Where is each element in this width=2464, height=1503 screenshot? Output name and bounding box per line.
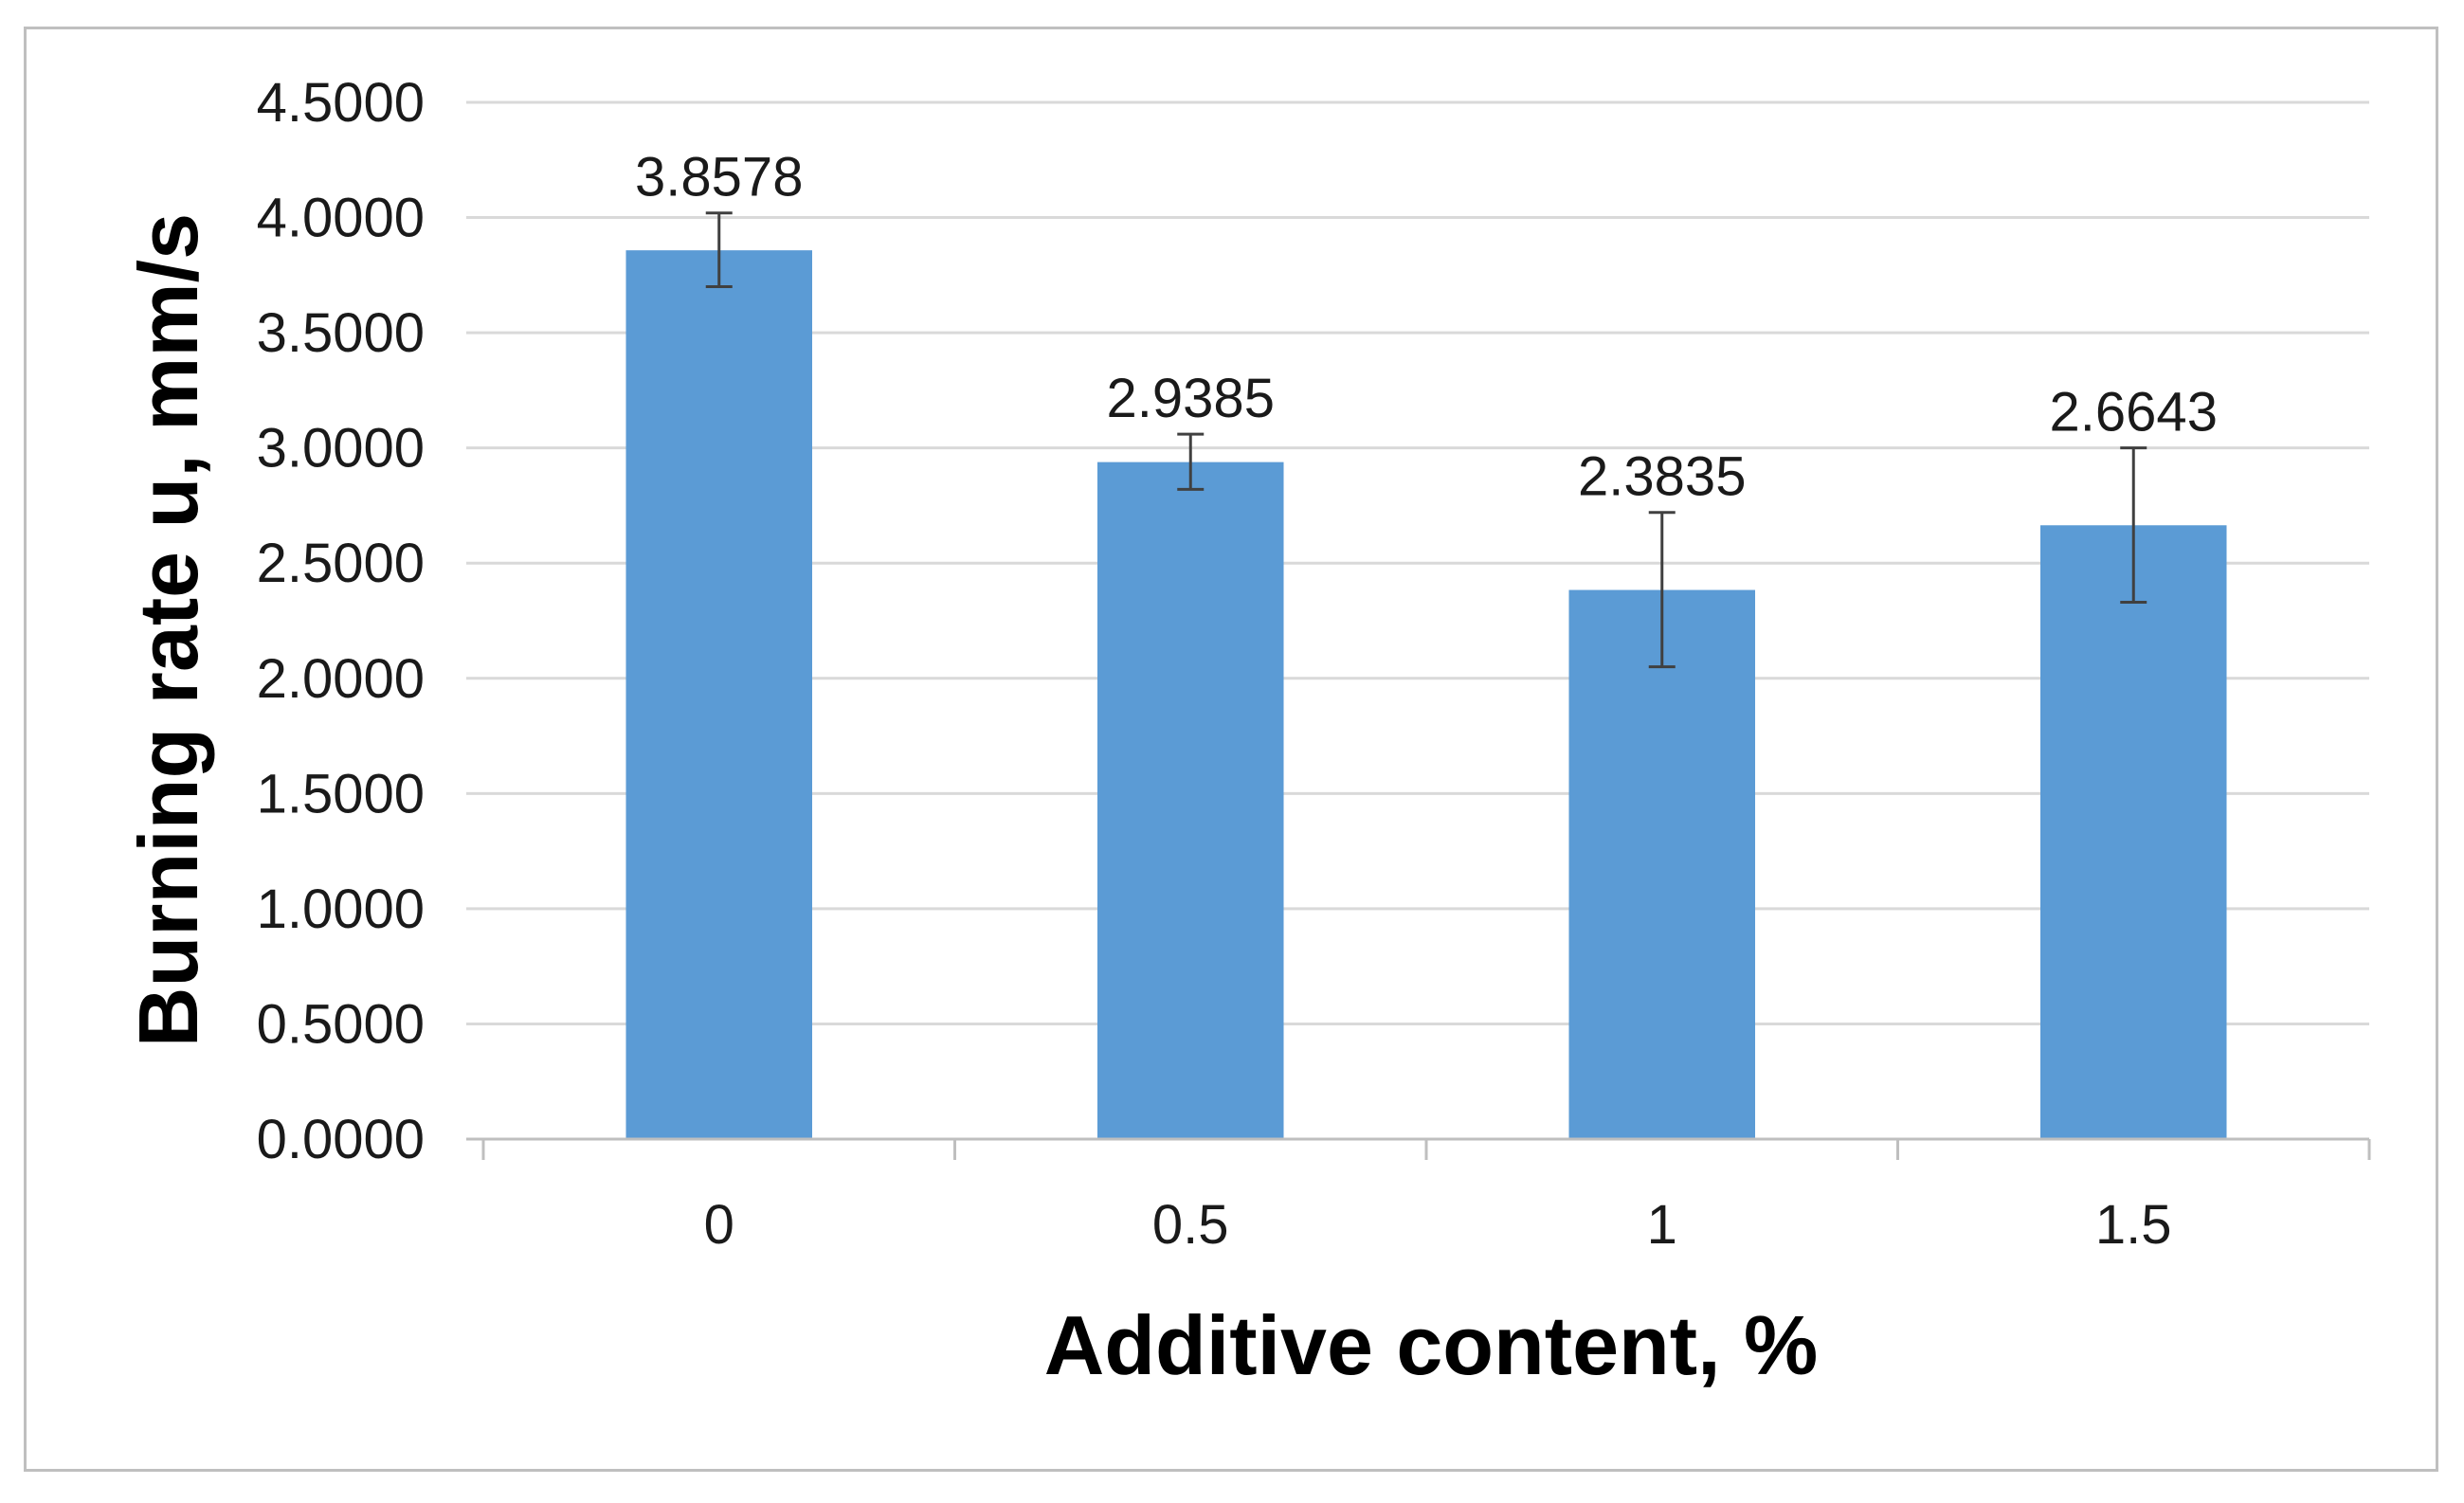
- y-tick-label: 4.0000: [257, 188, 425, 249]
- y-tick-label: 3.0000: [257, 418, 425, 480]
- x-axis-title: Additive content, %: [1044, 1298, 1819, 1392]
- data-label: 2.9385: [1107, 368, 1275, 429]
- bar: [1568, 589, 1756, 1139]
- x-tick-label: 0.5: [1152, 1194, 1229, 1256]
- y-tick-label: 0.5000: [257, 993, 425, 1055]
- y-tick-label: 0.0000: [257, 1109, 425, 1170]
- x-tick-label: 0: [704, 1194, 734, 1256]
- data-label: 3.8578: [635, 147, 803, 208]
- data-labels: 3.8578 2.9385 2.3835 2.6643: [635, 147, 2218, 508]
- data-label: 2.6643: [2050, 382, 2218, 444]
- x-tick-label: 1.5: [2095, 1194, 2172, 1256]
- bars: [625, 250, 2227, 1139]
- y-tick-label: 1.5000: [257, 763, 425, 824]
- y-axis-title: Burning rate u, mm/s: [121, 213, 215, 1047]
- x-axis: [466, 1137, 2371, 1160]
- bar: [2039, 525, 2227, 1139]
- error-bars: [705, 211, 2147, 669]
- y-tick-label: 2.0000: [257, 648, 425, 710]
- bar: [1096, 462, 1284, 1139]
- data-label: 2.3835: [1578, 446, 1746, 508]
- y-tick-label: 2.5000: [257, 533, 425, 594]
- x-tick-labels: 0 0.5 1 1.5: [704, 1194, 2172, 1256]
- y-tick-label: 3.5000: [257, 302, 425, 364]
- y-tick-label: 1.0000: [257, 878, 425, 940]
- bar: [625, 250, 813, 1139]
- x-tick-label: 1: [1647, 1194, 1677, 1256]
- y-tick-labels: 0.0000 0.5000 1.0000 1.5000 2.0000 2.5000 3.00…: [257, 72, 425, 1170]
- y-tick-label: 4.5000: [257, 72, 425, 134]
